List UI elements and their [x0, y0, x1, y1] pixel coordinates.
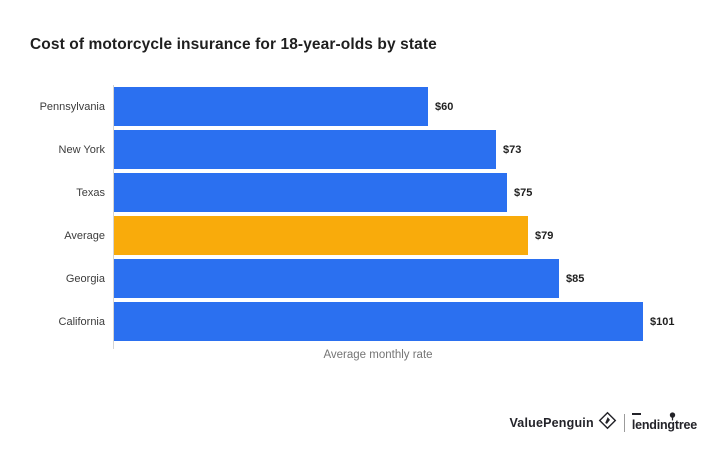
- value-label: $60: [435, 100, 454, 113]
- bar-chart: Pennsylvania $60 New York $73 Texas $75 Averag…: [30, 85, 690, 361]
- bar-new-york: [113, 130, 496, 169]
- chart-row: Georgia $85: [30, 259, 690, 298]
- valuepenguin-penguin-diamond-icon: [598, 411, 617, 435]
- chart-row: California $101: [30, 302, 690, 341]
- value-label: $75: [514, 186, 533, 199]
- bar-texas: [113, 173, 507, 212]
- chart-row: Pennsylvania $60: [30, 87, 690, 126]
- valuepenguin-logo: ValuePenguin: [509, 411, 617, 435]
- logo-divider: [623, 414, 625, 432]
- chart-title: Cost of motorcycle insurance for 18-year…: [30, 36, 437, 53]
- category-label: New York: [58, 143, 105, 156]
- value-label: $79: [535, 229, 554, 242]
- value-label: $73: [503, 143, 522, 156]
- bar-pennsylvania: [113, 87, 428, 126]
- chart-row: Average $79: [30, 216, 690, 255]
- bar-rows: Pennsylvania $60 New York $73 Texas $75 Averag…: [30, 87, 690, 341]
- y-axis-line: [113, 85, 114, 349]
- lendingtree-logo: lendingtree: [631, 412, 697, 434]
- x-axis-label: Average monthly rate: [323, 349, 433, 361]
- chart-row: New York $73: [30, 130, 690, 169]
- chart-row: Texas $75: [30, 173, 690, 212]
- lendingtree-wordmark: lendingtree: [631, 418, 697, 432]
- bar-average: [113, 216, 528, 255]
- category-label: Georgia: [65, 272, 105, 285]
- value-label: $85: [566, 272, 585, 285]
- lendingtree-tree-icon: [668, 408, 677, 426]
- valuepenguin-wordmark: ValuePenguin: [509, 416, 594, 430]
- bar-california: [113, 302, 643, 341]
- value-label: $101: [650, 315, 675, 328]
- category-label: Average: [64, 229, 105, 242]
- bar-georgia: [113, 259, 559, 298]
- category-label: Pennsylvania: [39, 100, 105, 113]
- brand-footer: ValuePenguin lendingtree: [509, 411, 697, 435]
- category-label: California: [58, 315, 105, 328]
- category-label: Texas: [76, 186, 105, 199]
- lendingtree-accent-bar: [631, 413, 641, 415]
